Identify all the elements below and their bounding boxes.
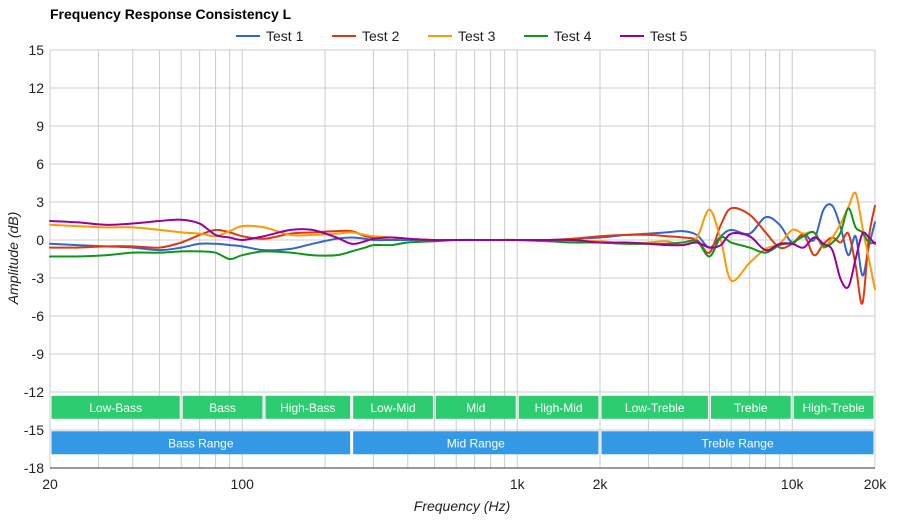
- band-label: Bass Range: [168, 436, 234, 450]
- band-mid: [435, 395, 516, 419]
- legend-label: Test 2: [362, 28, 400, 44]
- band-label: Low-Treble: [625, 401, 685, 415]
- band-low-bass: [51, 395, 180, 419]
- chart-title: Frequency Response Consistency L: [50, 6, 292, 22]
- y-tick-label: 12: [28, 80, 44, 96]
- y-tick-label: 15: [28, 42, 44, 58]
- legend-label: Test 5: [650, 28, 688, 44]
- band-label: Treble Range: [701, 436, 774, 450]
- legend-label: Test 1: [266, 28, 304, 44]
- y-axis-label: Amplitude (dB): [5, 212, 21, 306]
- y-tick-label: -3: [32, 270, 45, 286]
- y-tick-label: 0: [36, 232, 44, 248]
- band-high-mid: [518, 395, 599, 419]
- y-tick-label: 6: [36, 156, 44, 172]
- x-tick-label: 2k: [593, 476, 609, 492]
- band-high-bass: [265, 395, 351, 419]
- band-mid-range: [353, 431, 599, 455]
- band-label: Low-Bass: [89, 401, 142, 415]
- band-treble: [710, 395, 791, 419]
- band-treble-range: [601, 431, 874, 455]
- band-label: Treble: [734, 401, 768, 415]
- frequency-bands: Low-Bass Bass High-Bass Low-Mid Mid High-Mid L…: [51, 395, 874, 455]
- band-label: Mid: [466, 401, 485, 415]
- x-tick-label: 100: [231, 476, 255, 492]
- legend: Test 1 Test 2 Test 3 Test 4 Test 5: [236, 28, 688, 44]
- x-tick-label: 10k: [781, 476, 805, 492]
- x-tick-labels: 20 100 1k 2k 10k 20k: [42, 476, 887, 492]
- series-lines: [49, 191, 876, 305]
- band-low-mid: [353, 395, 433, 419]
- y-tick-label: 9: [36, 118, 44, 134]
- band-label: Mid Range: [447, 436, 505, 450]
- y-tick-labels: 15 12 9 6 3 0 -3 -6 -9 -12 -15 -18: [24, 42, 44, 476]
- x-tick-label: 1k: [510, 476, 526, 492]
- series-line-test-4: [49, 207, 876, 261]
- band-label: High-Mid: [535, 401, 583, 415]
- series-line-test-5: [49, 218, 876, 289]
- y-tick-label: -9: [32, 346, 45, 362]
- legend-label: Test 4: [554, 28, 592, 44]
- band-label: High-Bass: [280, 401, 335, 415]
- band-bass: [182, 395, 263, 419]
- band-label: High-Treble: [802, 401, 865, 415]
- x-axis-label: Frequency (Hz): [414, 498, 510, 514]
- band-label: Low-Mid: [370, 401, 415, 415]
- legend-label: Test 3: [458, 28, 496, 44]
- y-tick-label: 3: [36, 194, 44, 210]
- y-tick-label: -6: [32, 308, 45, 324]
- band-high-treble: [793, 395, 874, 419]
- y-tick-label: -18: [24, 460, 44, 476]
- y-tick-label: -15: [24, 422, 44, 438]
- x-tick-label: 20: [42, 476, 58, 492]
- band-bass-range: [51, 431, 351, 455]
- band-label: Bass: [209, 401, 236, 415]
- y-tick-label: -12: [24, 384, 44, 400]
- band-low-treble: [601, 395, 708, 419]
- x-tick-label: 20k: [864, 476, 888, 492]
